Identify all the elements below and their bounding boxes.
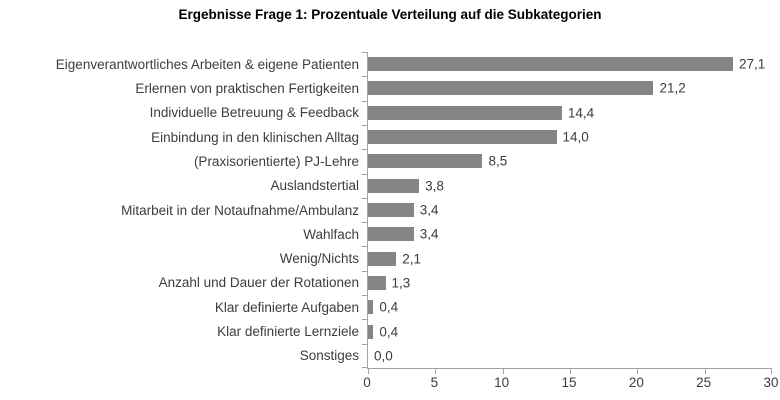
- x-axis-tick-label: 5: [430, 375, 439, 390]
- category-label: Klar definierte Lernziele: [217, 324, 359, 340]
- y-axis-tick: [362, 76, 367, 78]
- category-label: Erlernen von praktischen Fertigkeiten: [135, 80, 359, 96]
- bar: [368, 178, 420, 193]
- chart-title: Ergebnisse Frage 1: Prozentuale Verteilu…: [178, 7, 602, 22]
- bar-row: 1,3: [368, 271, 772, 295]
- x-axis-labels: 0 5 10 15 20 25 30: [363, 375, 778, 393]
- value-label: 1,3: [391, 275, 411, 291]
- x-axis-tick: [771, 369, 772, 374]
- y-axis-tick: [362, 52, 367, 53]
- value-label: 0,4: [379, 299, 399, 315]
- y-axis-tick: [362, 270, 367, 272]
- x-axis-tick-label: 25: [696, 375, 712, 390]
- y-axis-tick: [362, 197, 367, 199]
- bar-row: 14,4: [368, 101, 772, 125]
- bar-row: 0,4: [368, 295, 772, 319]
- value-label: 14,4: [567, 105, 595, 121]
- bar: [368, 300, 374, 315]
- category-label: (Praxisorientierte) PJ-Lehre: [193, 153, 359, 169]
- x-axis-tick: [637, 369, 639, 374]
- value-label: 27,1: [738, 56, 766, 72]
- bar-row: 0,4: [368, 319, 772, 343]
- value-label: 14,0: [562, 129, 589, 145]
- category-label: Individuelle Betreuung & Feedback: [149, 105, 359, 121]
- value-label: 3,4: [419, 202, 439, 218]
- category-label: Wahlfach: [303, 226, 359, 242]
- category-label: Einbindung in den klinischen Alltag: [151, 129, 359, 145]
- x-axis-tick-label: 15: [561, 375, 577, 390]
- bar: [368, 154, 483, 169]
- bar-row: 3,4: [368, 198, 772, 222]
- bar: [368, 203, 414, 218]
- x-axis-tick: [435, 369, 437, 374]
- bar: [368, 130, 557, 145]
- category-labels: Eigenverantwortliches Arbeiten & eigene …: [0, 52, 359, 368]
- value-label: 21,2: [659, 80, 686, 96]
- category-label: Sonstiges: [299, 348, 359, 364]
- bar: [368, 105, 562, 120]
- value-label: 2,1: [402, 251, 422, 267]
- value-label: 0,0: [374, 348, 393, 364]
- value-label: 3,4: [419, 226, 439, 242]
- x-axis-tick-label: 10: [494, 375, 510, 390]
- y-axis-tick: [362, 295, 367, 297]
- x-axis-tick: [704, 369, 706, 374]
- bar: [368, 251, 397, 266]
- bar: [368, 275, 386, 290]
- category-label: Wenig/Nichts: [279, 251, 359, 267]
- y-axis-tick: [362, 173, 367, 175]
- bar-row: 14,0: [368, 125, 772, 149]
- category-label: Mitarbeit in der Notaufnahme/Ambulanz: [121, 202, 359, 218]
- bar-row: 21,2: [368, 76, 772, 100]
- bar: [368, 57, 733, 72]
- bar-row: 0,0: [368, 344, 772, 368]
- bar-row: 2,1: [368, 247, 772, 271]
- value-label: 0,4: [379, 324, 399, 340]
- x-axis-tick: [570, 369, 571, 374]
- y-axis-tick: [362, 343, 367, 345]
- bar: [368, 227, 414, 242]
- bar: [368, 324, 374, 339]
- bar-row: 3,4: [368, 222, 772, 246]
- y-axis-tick: [362, 100, 367, 102]
- value-label: 3,8: [425, 178, 444, 194]
- plot-area: 27,1 21,2 14,4 14,0 8,5 3,8 3,4 3,4 2,1 1,3 0,4 0,4…: [362, 52, 772, 374]
- x-axis-tick: [502, 369, 504, 374]
- x-axis-tick-label: 30: [763, 375, 779, 390]
- y-axis-tick: [362, 222, 367, 224]
- category-label: Eigenverantwortliches Arbeiten & eigene …: [55, 56, 359, 72]
- y-axis-tick: [362, 246, 367, 248]
- category-label: Klar definierte Aufgaben: [214, 299, 359, 315]
- bar-row: 3,8: [368, 174, 772, 198]
- bar-row: 8,5: [368, 149, 772, 173]
- x-axis-tick: [368, 369, 369, 374]
- x-axis-tick-label: 0: [363, 375, 371, 390]
- y-axis-tick: [362, 149, 367, 151]
- bar: [368, 81, 654, 96]
- y-axis-tick: [362, 367, 367, 368]
- value-label: 8,5: [488, 153, 508, 169]
- bar-rows: 27,1 21,2 14,4 14,0 8,5 3,8 3,4 3,4 2,1 1,3 0,4 0,4…: [368, 52, 772, 368]
- x-axis-tick-label: 20: [628, 375, 644, 390]
- y-axis-tick: [362, 319, 367, 321]
- category-label: Auslandstertial: [270, 178, 359, 194]
- bar-row: 27,1: [368, 52, 772, 76]
- y-axis-tick: [362, 124, 367, 126]
- category-label: Anzahl und Dauer der Rotationen: [158, 275, 359, 291]
